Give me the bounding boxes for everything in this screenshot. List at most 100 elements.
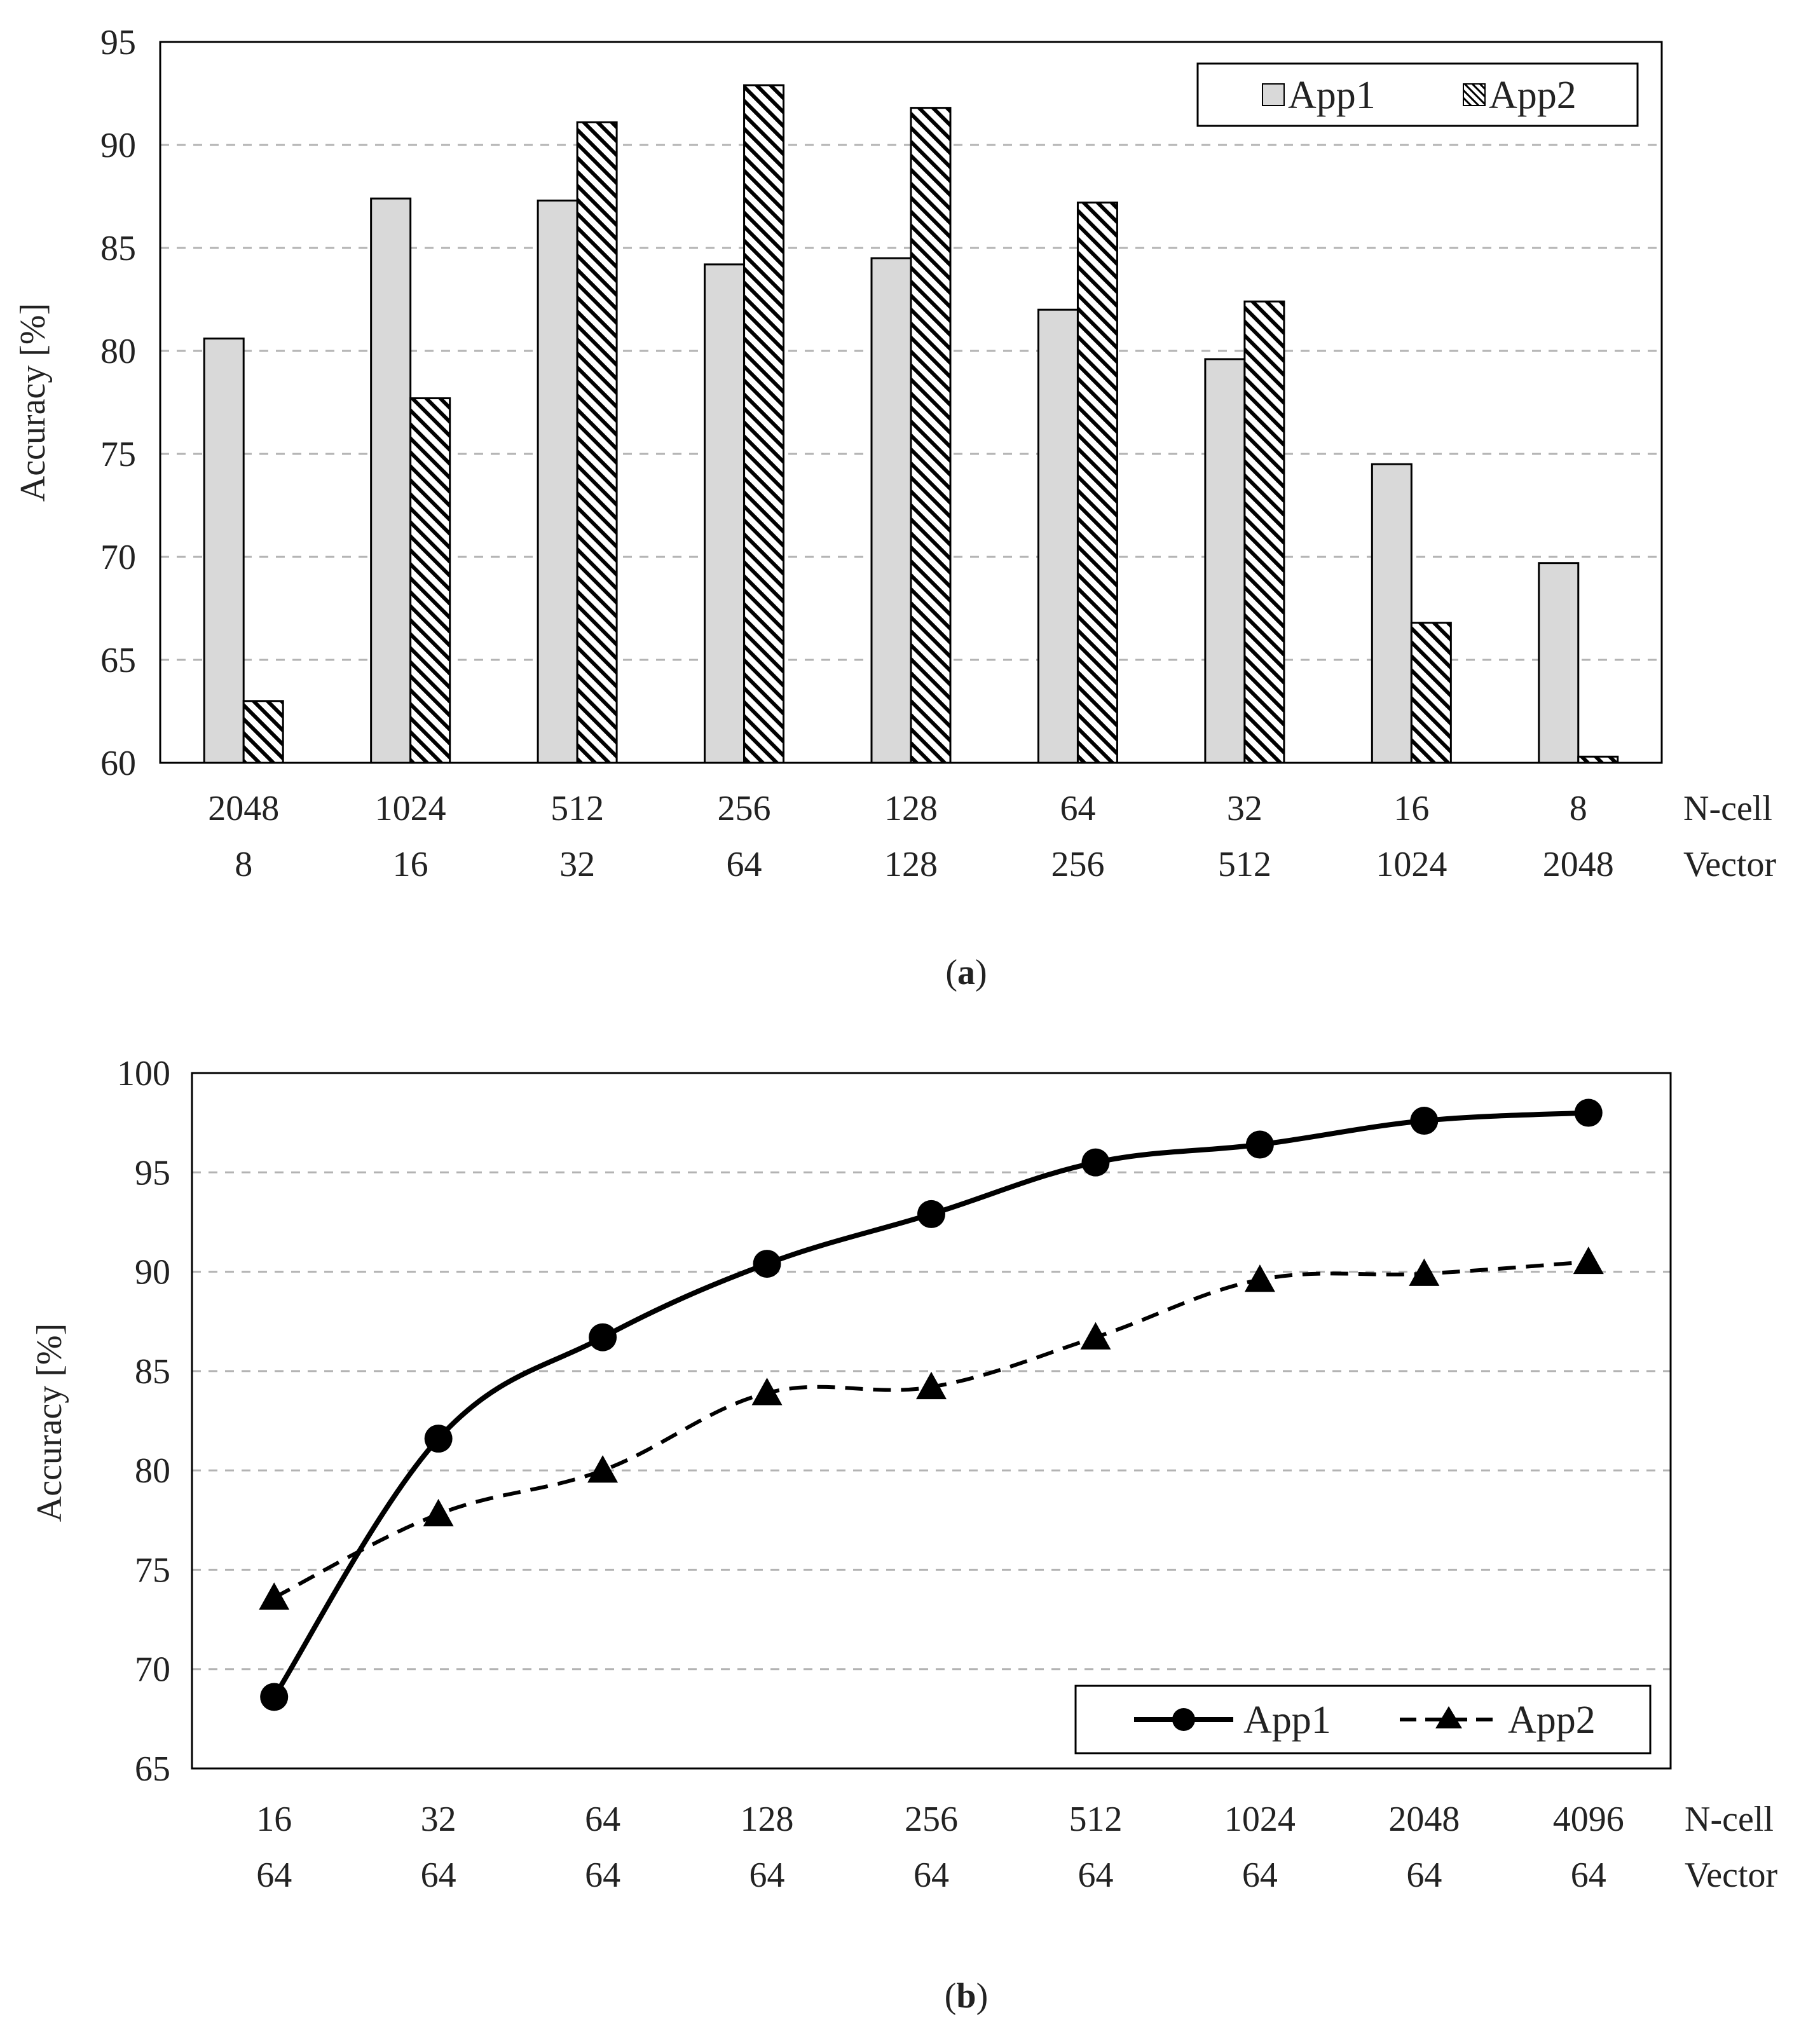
bar-app1-256: [704, 263, 746, 764]
bar-app2-1024: [409, 397, 451, 764]
x-tick-vector: 64: [913, 1856, 949, 1895]
bar-app1-512: [537, 199, 578, 764]
point-app2-128: [751, 1378, 783, 1405]
bar-app1-128: [870, 257, 912, 764]
x-tick-vector: 64: [256, 1856, 292, 1895]
y-tick-label: 60: [100, 744, 136, 783]
x-tick-ncell: 2048: [208, 789, 279, 828]
x-tick-vector: 2048: [1543, 845, 1614, 884]
legend-label-app1-line: App1: [1243, 1699, 1331, 1742]
y-tick-label: 80: [135, 1451, 170, 1491]
point-app1-512: [1081, 1148, 1110, 1177]
x-tick-ncell: 256: [718, 789, 771, 828]
bar-app2-512: [576, 121, 618, 764]
bar-chart-bars: [203, 84, 1619, 764]
point-app1-128: [753, 1250, 781, 1278]
bar-app1-2048: [203, 338, 245, 764]
x-tick-ncell: 512: [1069, 1800, 1122, 1839]
bar-app1-32: [1204, 358, 1246, 764]
y-tick-label: 95: [135, 1153, 170, 1193]
point-app2-4096: [1573, 1246, 1604, 1275]
line-chart-series: [259, 1098, 1604, 1711]
point-app2-1024: [1244, 1264, 1275, 1292]
point-app1-2048: [1410, 1107, 1439, 1135]
point-app2-256: [916, 1371, 947, 1400]
x-tick-ncell: 2048: [1388, 1800, 1460, 1839]
bar-chart-plot-frame: [159, 41, 1663, 764]
y-tick-label: 70: [100, 538, 136, 577]
x-tick-ncell: 64: [1060, 789, 1095, 828]
x-tick-vector: 512: [1218, 845, 1271, 884]
x-tick-vector: 64: [1242, 1856, 1278, 1895]
bar-app2-64: [1076, 202, 1118, 764]
bar-app1-1024: [370, 197, 412, 764]
line-chart-plot-frame: [191, 1072, 1672, 1770]
x-tick-ncell: 1024: [1224, 1800, 1296, 1839]
panel-label-a: (a): [945, 953, 987, 992]
bar-app2-32: [1243, 300, 1285, 764]
legend-swatch-app2: [1463, 83, 1486, 106]
legend-label-app1: App1: [1288, 74, 1376, 117]
y-tick-label: 75: [100, 435, 136, 474]
bar-chart-legend: App1 App2: [1196, 62, 1639, 127]
bar-chart-x-ticks: 2048 8 1024 16 512 32 256 64 128 128 64 256 32 512 16 1…: [208, 789, 1614, 884]
bar-app2-256: [743, 84, 785, 764]
bar-app1-16: [1371, 463, 1413, 764]
bar-chart-y-ticks: 60 65 70 75 80 85 90 95: [100, 23, 136, 783]
point-app2-64: [587, 1455, 619, 1483]
line-chart-x-ticks: 16 64 32 64 64 64 128 64 256 64 512 64 1024 64 2048 64 4…: [256, 1800, 1624, 1895]
y-tick-label: 100: [117, 1054, 170, 1093]
line-app2: [273, 1259, 1589, 1599]
point-app2-16: [259, 1582, 290, 1610]
line-chart-gridlines: [192, 1171, 1671, 1671]
y-tick-label: 85: [135, 1352, 170, 1392]
x-tick-ncell: 512: [551, 789, 604, 828]
x-tick-ncell: 8: [1570, 789, 1587, 828]
bar-app2-16: [1410, 622, 1452, 764]
point-app1-32: [424, 1425, 453, 1453]
x-tick-vector: 16: [393, 845, 428, 884]
x-tick-ncell: 4096: [1553, 1800, 1624, 1839]
point-app1-1024: [1245, 1130, 1274, 1159]
x-tick-vector: 256: [1051, 845, 1104, 884]
x-tick-ncell: 1024: [375, 789, 446, 828]
line-chart-panel: 65 70 75 80 85 90 95 100 16 64 32 64 64 64 128 64 256 64…: [30, 1054, 1778, 2016]
y-tick-label: 95: [100, 23, 136, 62]
point-app1-256: [917, 1200, 945, 1228]
line-chart-x-row-label-vector: Vector: [1685, 1856, 1778, 1895]
x-tick-vector: 64: [1571, 1856, 1606, 1895]
bar-chart-x-row-label-ncell: N-cell: [1683, 789, 1772, 828]
point-app2-32: [423, 1498, 454, 1527]
panel-label-b: (b): [945, 1976, 988, 2016]
y-tick-label: 90: [100, 126, 136, 165]
point-app1-4096: [1574, 1098, 1603, 1127]
point-app2-512: [1080, 1322, 1111, 1350]
bar-chart-y-axis-title: Accuracy [%]: [13, 303, 53, 502]
y-tick-label: 80: [100, 332, 136, 371]
x-tick-ncell: 16: [256, 1800, 292, 1839]
x-tick-ncell: 128: [884, 789, 938, 828]
y-tick-label: 75: [135, 1550, 170, 1590]
bar-app2-128: [910, 107, 952, 764]
y-tick-label: 65: [100, 641, 136, 680]
legend-marker-app1: [1172, 1708, 1195, 1731]
x-tick-vector: 64: [1406, 1856, 1442, 1895]
x-tick-vector: 64: [727, 845, 762, 884]
bar-app2-2048: [242, 700, 284, 764]
x-tick-vector: 64: [749, 1856, 785, 1895]
bar-chart-x-row-label-vector: Vector: [1683, 845, 1777, 884]
x-tick-vector: 1024: [1376, 845, 1447, 884]
x-tick-vector: 64: [421, 1856, 456, 1895]
y-tick-label: 65: [135, 1749, 170, 1789]
point-app1-16: [260, 1683, 289, 1711]
x-tick-ncell: 256: [905, 1800, 958, 1839]
y-tick-label: 85: [100, 229, 136, 268]
line-chart-legend: App1 App2: [1074, 1685, 1652, 1754]
bar-app1-8: [1538, 562, 1580, 764]
y-tick-label: 90: [135, 1253, 170, 1292]
x-tick-vector: 64: [585, 1856, 620, 1895]
x-tick-vector: 64: [1078, 1856, 1113, 1895]
x-tick-vector: 128: [884, 845, 938, 884]
line-chart-x-row-label-ncell: N-cell: [1685, 1800, 1774, 1839]
